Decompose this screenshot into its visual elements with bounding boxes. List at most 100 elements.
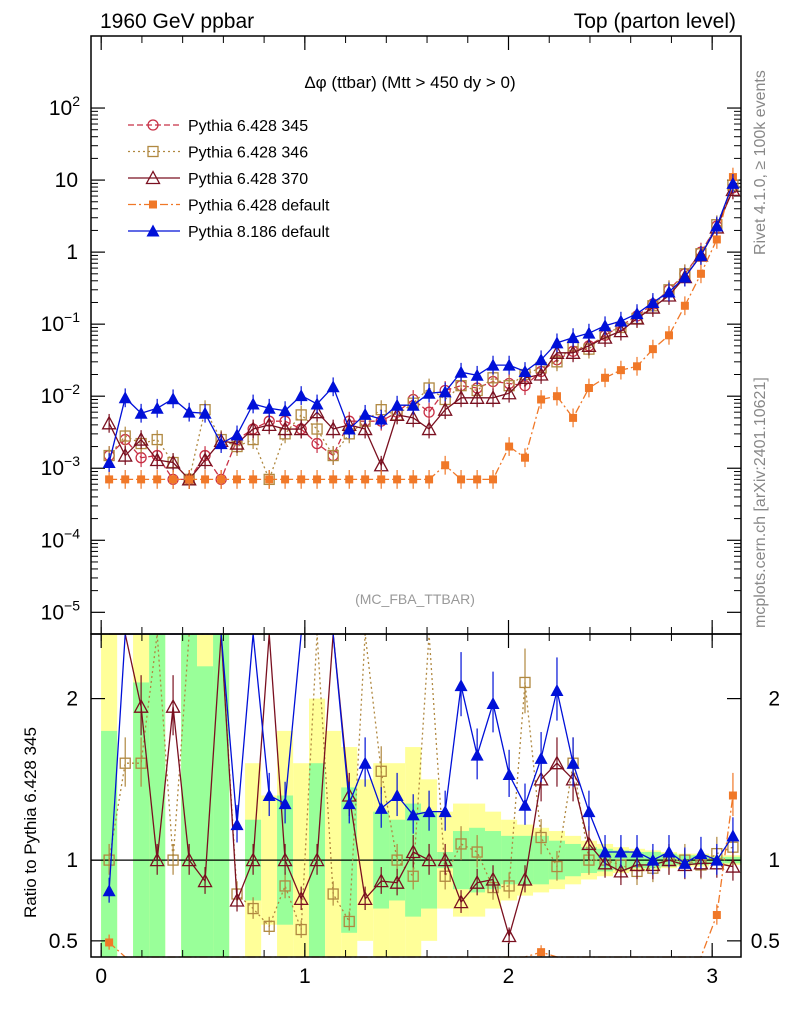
data-point xyxy=(134,406,148,419)
ratio-point xyxy=(502,768,516,781)
data-point xyxy=(197,452,213,467)
data-point xyxy=(518,365,532,378)
band-outer-14 xyxy=(325,730,342,957)
data-point xyxy=(646,295,660,308)
data-point xyxy=(389,407,405,422)
chart-axes: 10−5 10−4 10−3 10−2 10−1 1 10 102 0.5 0.5 1 1 2 2 0 1 2 3 xyxy=(41,36,780,988)
data-point xyxy=(486,358,500,371)
data-point xyxy=(245,421,261,436)
legend-label-0: Pythia 6.428 345 xyxy=(188,118,308,135)
data-point xyxy=(680,301,689,310)
main-ytick-label-5: 1 xyxy=(66,241,78,264)
ratio-series-layer xyxy=(102,633,741,958)
data-point xyxy=(598,319,612,332)
data-point xyxy=(137,475,146,484)
side-label-bottom: mcplots.cern.ch [arXiv:2401.10621] xyxy=(752,377,769,628)
ratio-point xyxy=(549,755,565,770)
ratio-point xyxy=(533,771,549,786)
ratio-point xyxy=(551,860,563,873)
data-point xyxy=(421,421,437,436)
data-point xyxy=(485,389,501,404)
series-3 xyxy=(105,167,737,489)
data-point xyxy=(297,475,306,484)
data-point xyxy=(105,475,114,484)
ratio-point xyxy=(517,871,533,886)
data-point xyxy=(437,401,453,416)
ratio-point xyxy=(133,698,149,713)
data-point xyxy=(726,176,740,189)
ratio-point xyxy=(535,831,547,844)
xtick-label-1: 1 xyxy=(299,965,311,988)
ratio-point xyxy=(245,852,261,867)
ratio-point xyxy=(262,789,276,801)
data-point xyxy=(502,358,516,371)
ratio-point xyxy=(485,871,501,886)
legend-entry-1: Pythia 6.428 346 xyxy=(128,145,308,162)
ratio-ytick-label-1: 1 xyxy=(66,849,78,872)
data-point xyxy=(582,326,596,339)
data-point xyxy=(217,475,226,484)
data-point xyxy=(198,406,212,419)
header-right: Top (parton level) xyxy=(574,10,736,33)
data-point xyxy=(342,422,356,435)
band-inner-6 xyxy=(197,666,214,957)
ratio-point xyxy=(165,698,181,713)
ratio-point xyxy=(550,684,564,697)
data-point xyxy=(630,307,644,320)
main-ytick-label-0: 10−5 xyxy=(41,597,81,624)
ratio-point xyxy=(327,888,339,900)
header-left: 1960 GeV ppbar xyxy=(100,10,254,33)
data-point xyxy=(293,421,309,436)
legend-label-2: Pythia 6.428 370 xyxy=(188,171,308,188)
data-point xyxy=(262,401,276,414)
ratio-point xyxy=(438,805,452,818)
data-point xyxy=(358,407,372,420)
data-point xyxy=(309,404,325,419)
ratio-point xyxy=(469,874,485,889)
ratio-point xyxy=(437,852,453,867)
ratio-point xyxy=(357,890,373,906)
ratio-point xyxy=(342,797,356,810)
main-series-layer xyxy=(101,167,741,489)
data-point xyxy=(214,437,228,450)
data-point xyxy=(249,475,258,484)
ratio-ytick-label-0: 0.5 xyxy=(49,930,78,953)
band-inner-5 xyxy=(181,634,198,957)
ratio-point xyxy=(678,856,692,869)
ratio-point xyxy=(149,852,165,867)
ratio-series-2 xyxy=(105,772,737,958)
ratio-point xyxy=(309,852,325,867)
ratio-point xyxy=(613,863,629,878)
data-point xyxy=(473,475,482,484)
series-line-3 xyxy=(109,176,734,481)
data-point xyxy=(584,383,593,392)
data-point xyxy=(357,421,373,436)
ratio-point xyxy=(181,852,197,867)
main-ytick-label-4: 10−1 xyxy=(41,309,81,336)
ratio-point xyxy=(534,751,548,764)
data-point xyxy=(537,395,546,404)
ratio-point xyxy=(503,880,515,892)
ratio-point xyxy=(279,880,291,892)
main-ytick-label-6: 10 xyxy=(55,169,78,192)
xtick-label-0: 0 xyxy=(95,965,107,988)
series-1 xyxy=(103,175,739,489)
side-label-top: Rivet 4.1.0, ≥ 100k events xyxy=(752,70,769,255)
data-point xyxy=(169,475,178,484)
ratio-point xyxy=(278,797,292,810)
main-ytick-label-2: 10−3 xyxy=(41,453,81,480)
data-point xyxy=(425,475,434,484)
ratio-point xyxy=(422,805,436,818)
data-point xyxy=(345,475,354,484)
data-point xyxy=(265,475,274,484)
ratio-point xyxy=(103,854,115,866)
ratio-point xyxy=(454,679,468,692)
data-point xyxy=(229,435,245,450)
data-point xyxy=(230,428,244,441)
ratio-point xyxy=(197,873,213,888)
data-point xyxy=(550,336,564,349)
band-inner-7 xyxy=(213,634,230,957)
ratio-point xyxy=(614,845,628,858)
ratio-point xyxy=(725,858,741,873)
data-point xyxy=(423,406,435,418)
